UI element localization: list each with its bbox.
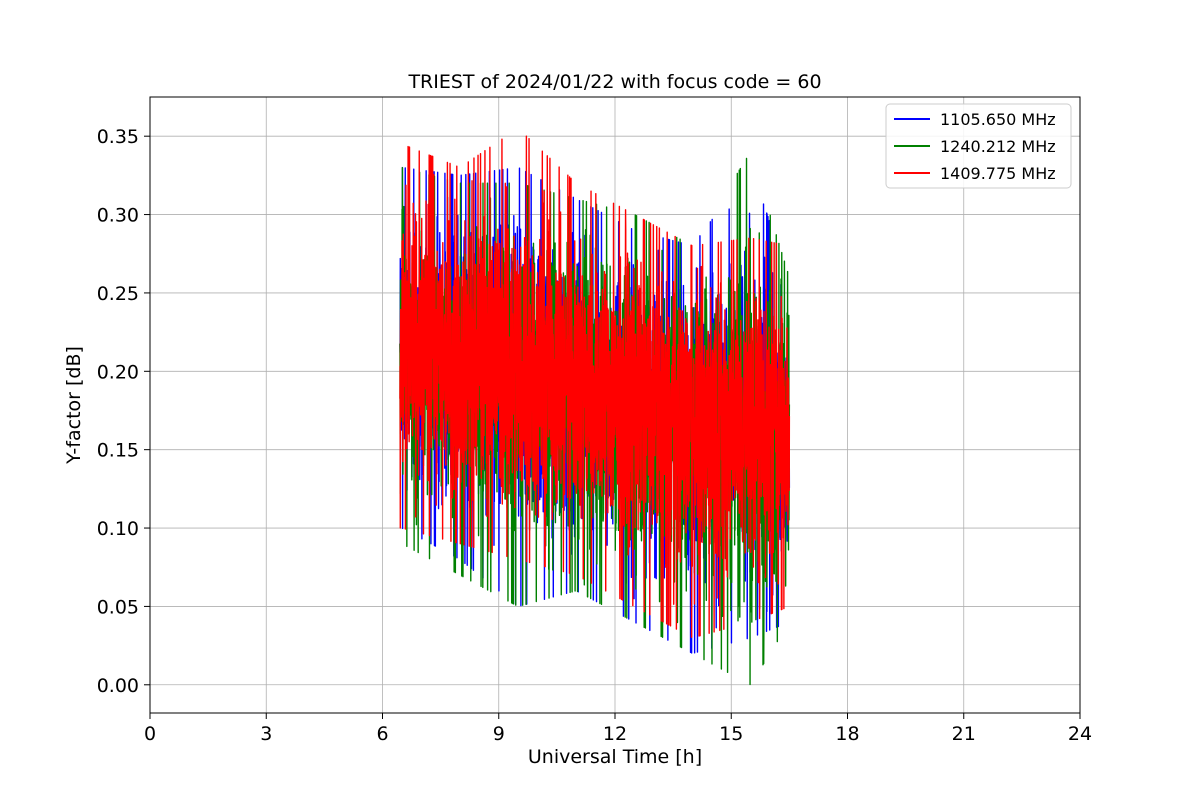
y-axis-ticks: 0.00 0.05 0.10 0.15 0.20 0.25 0.30 0.35	[97, 126, 150, 697]
legend-label-2: 1409.775 MHz	[940, 164, 1056, 183]
x-tick-label-2: 6	[376, 723, 388, 745]
y-tick-label-3: 0.15	[97, 440, 139, 462]
legend-label-0: 1105.650 MHz	[940, 110, 1056, 129]
x-tick-label-8: 24	[1068, 723, 1092, 745]
plot-series-group	[399, 135, 791, 686]
legend-label-1: 1240.212 MHz	[940, 137, 1056, 156]
x-tick-label-5: 15	[719, 723, 743, 745]
y-tick-label-4: 0.20	[97, 361, 139, 383]
x-tick-label-1: 3	[260, 723, 272, 745]
x-axis-ticks: 0 3 6 9 12 15 18 21 24	[144, 713, 1092, 745]
legend: 1105.650 MHz 1240.212 MHz 1409.775 MHz	[885, 103, 1072, 189]
x-tick-label-7: 21	[952, 723, 976, 745]
y-tick-label-2: 0.10	[97, 518, 139, 540]
x-axis-label: Universal Time [h]	[528, 746, 702, 768]
series-line-2	[399, 135, 791, 638]
y-tick-label-7: 0.35	[97, 126, 139, 148]
y-tick-label-5: 0.25	[97, 283, 139, 305]
y-tick-label-0: 0.00	[97, 675, 139, 697]
x-tick-label-6: 18	[835, 723, 859, 745]
y-axis-label: Y-factor [dB]	[63, 346, 85, 465]
chart-title: TRIEST of 2024/01/22 with focus code = 6…	[407, 71, 821, 93]
y-tick-label-1: 0.05	[97, 596, 139, 618]
legend-box	[885, 103, 1072, 189]
x-tick-label-4: 12	[603, 723, 627, 745]
x-tick-label-3: 9	[493, 723, 505, 745]
y-tick-label-6: 0.30	[97, 205, 139, 227]
x-tick-label-0: 0	[144, 723, 156, 745]
